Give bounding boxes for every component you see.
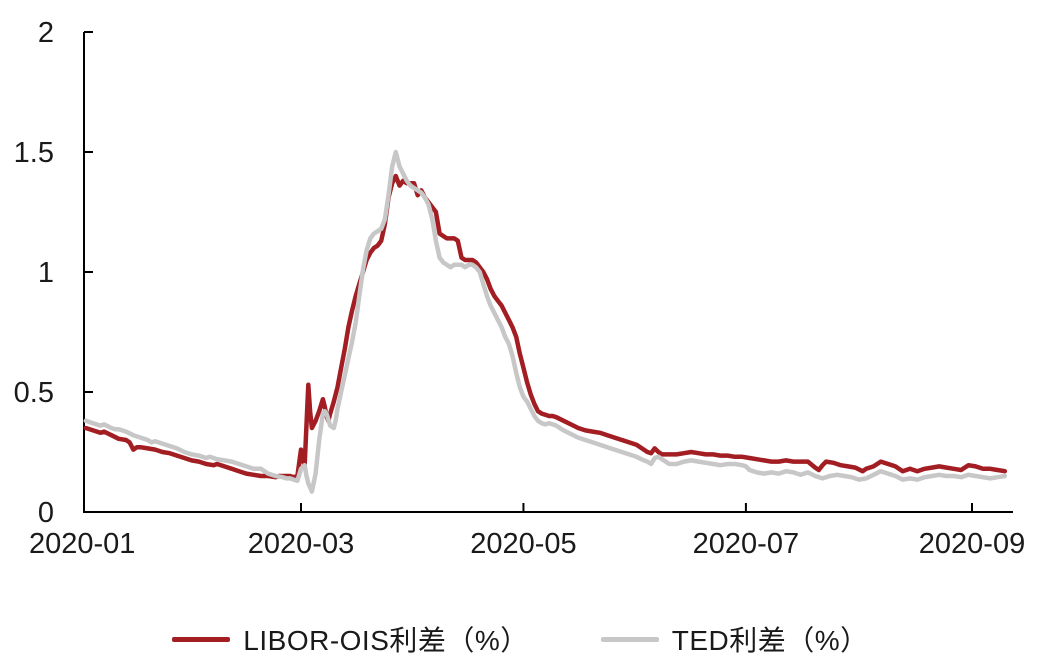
- legend-item-libor-ois: LIBOR-OIS利差（%）: [172, 619, 528, 659]
- libor-ois-line-swatch: [172, 636, 231, 642]
- x-tick-label: 2020-05: [470, 528, 576, 560]
- y-tick-label: 0.5: [14, 377, 54, 409]
- y-tick-label: 0: [38, 497, 54, 529]
- y-tick-label: 1.5: [14, 137, 54, 169]
- chart-legend: LIBOR-OIS利差（%） TED利差（%）: [0, 616, 1041, 662]
- x-tick-label: 2020-01: [29, 528, 135, 560]
- series-line-ted: [83, 149, 1008, 494]
- ted-line-swatch: [600, 636, 659, 642]
- x-tick-label: 2020-07: [693, 528, 799, 560]
- legend-item-ted: TED利差（%）: [600, 619, 869, 659]
- series-line-libor-ois: [83, 173, 1008, 480]
- x-tick-label: 2020-09: [919, 528, 1025, 560]
- legend-label-ted: TED利差（%）: [671, 625, 869, 656]
- line-chart: 0 0.5 1 1.5 2 2020-01 2020-03 2020-05 2020-07 202…: [14, 17, 1026, 560]
- legend-label-libor-ois: LIBOR-OIS利差（%）: [243, 625, 529, 656]
- y-tick-label: 2: [38, 17, 54, 49]
- y-tick-label: 1: [38, 257, 54, 289]
- x-tick-label: 2020-03: [248, 528, 354, 560]
- axis-lines: [83, 32, 1013, 513]
